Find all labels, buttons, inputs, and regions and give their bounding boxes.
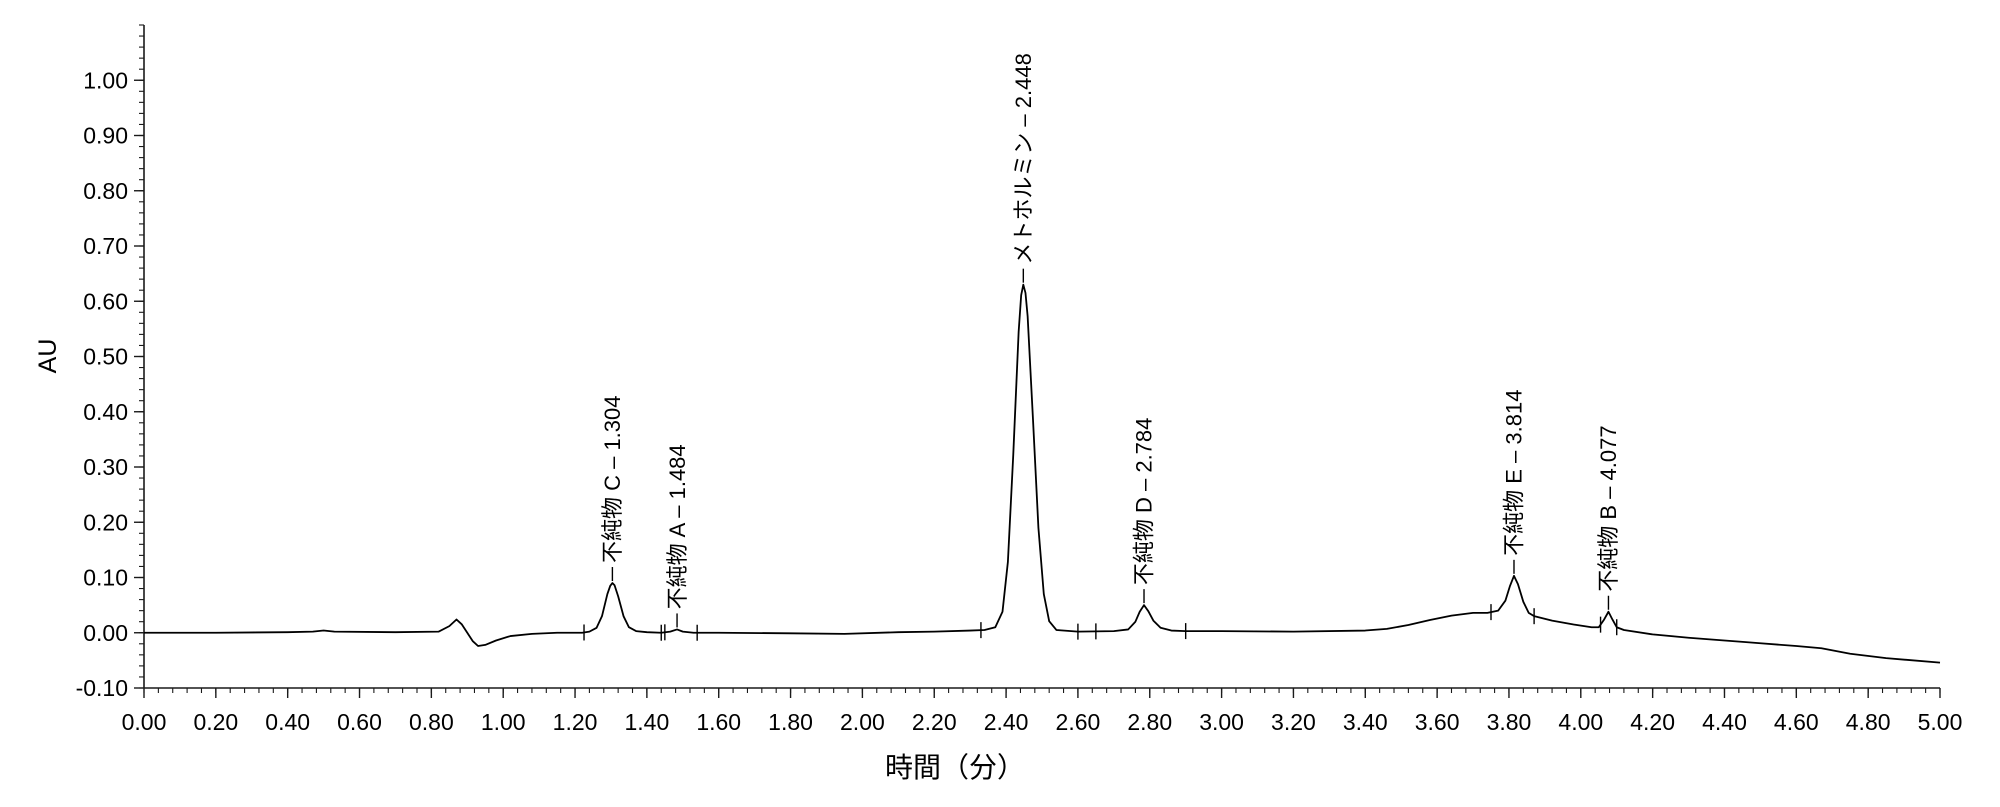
x-tick-label: 4.80	[1846, 709, 1891, 735]
x-tick-label: 3.80	[1487, 709, 1532, 735]
x-tick-label: 1.40	[624, 709, 669, 735]
y-tick-label: 1.00	[83, 67, 128, 93]
y-tick-label: -0.10	[76, 675, 128, 701]
axes: -0.10 0.00 0.10 0.20 0.30 0.40 0.50 0.60 0.70 0.8…	[76, 24, 1963, 735]
integration-marks	[583, 604, 1618, 641]
y-tick-label: 0.30	[83, 454, 128, 480]
peak-label: 不純物 E – 3.814	[1502, 390, 1527, 556]
x-tick-label: 3.00	[1199, 709, 1244, 735]
x-tick-label: 3.20	[1271, 709, 1316, 735]
x-tick-label: 1.00	[481, 709, 526, 735]
y-axis-label: AU	[34, 339, 62, 374]
peak-label: 不純物 B – 4.077	[1596, 425, 1621, 591]
y-tick-label: 0.10	[83, 565, 128, 591]
y-tick-label: 0.40	[83, 399, 128, 425]
x-tick-label: 3.60	[1415, 709, 1460, 735]
peak-label: 不純物 A – 1.484	[665, 444, 690, 609]
trace-layer	[144, 283, 1941, 664]
y-tick-label: 0.70	[83, 233, 128, 259]
peak-label: 不純物 D – 2.784	[1132, 418, 1157, 586]
x-tick-label: 5.00	[1918, 709, 1963, 735]
y-tick-label: 0.60	[83, 288, 128, 314]
x-tick-label: 2.20	[912, 709, 957, 735]
x-axis-label: 時間（分）	[885, 752, 1025, 783]
x-tick-label: 1.80	[768, 709, 813, 735]
peak-annotations: 不純物 C – 1.304 不純物 A – 1.484 メトホルミン – 2.448…	[600, 53, 1621, 628]
x-tick-label: 1.20	[553, 709, 598, 735]
y-tick-label: 0.50	[83, 344, 128, 370]
x-tick-label: 2.00	[840, 709, 885, 735]
x-tick-label: 4.60	[1774, 709, 1819, 735]
x-tick-label: 4.40	[1702, 709, 1747, 735]
x-tick-label: 0.60	[337, 709, 382, 735]
x-tick-label: 0.20	[193, 709, 238, 735]
x-tick-label: 4.00	[1558, 709, 1603, 735]
x-tick-label: 2.80	[1127, 709, 1172, 735]
x-tick-label: 4.20	[1630, 709, 1675, 735]
x-tick-label: 1.60	[696, 709, 741, 735]
y-tick-label: 0.00	[83, 620, 128, 646]
y-tick-label: 0.20	[83, 509, 128, 535]
x-tick-label: 0.80	[409, 709, 454, 735]
peak-label: メトホルミン – 2.448	[1011, 53, 1036, 265]
y-tick-label: 0.90	[83, 123, 128, 149]
x-tick-label: 3.40	[1343, 709, 1388, 735]
y-tick-label: 0.80	[83, 178, 128, 204]
peak-label: 不純物 C – 1.304	[600, 396, 625, 564]
x-tick-label: 0.00	[122, 709, 167, 735]
x-tick-label: 2.40	[984, 709, 1029, 735]
x-tick-label: 0.40	[265, 709, 310, 735]
chromatogram-trace	[144, 283, 1941, 664]
x-tick-label: 2.60	[1056, 709, 1101, 735]
